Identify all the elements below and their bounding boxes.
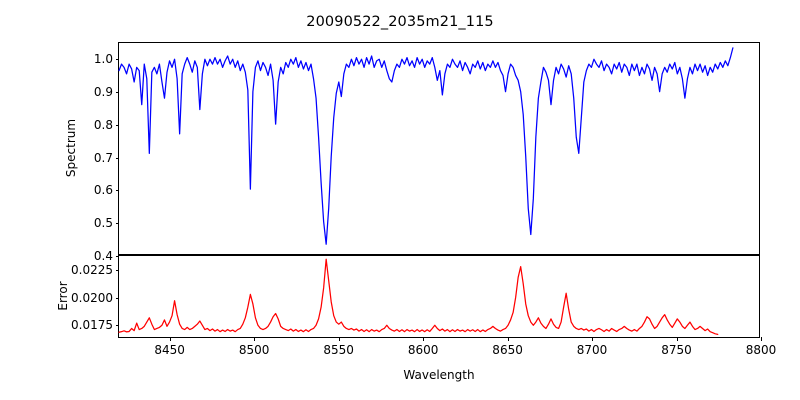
x-tick-label: 8750 <box>661 343 692 357</box>
y-tick-mark <box>115 59 119 61</box>
x-tick-mark <box>254 337 256 341</box>
y-tick-label: 0.0175 <box>71 317 113 332</box>
x-tick-label: 8500 <box>238 343 270 357</box>
error-data-line <box>119 259 718 334</box>
y-tick-label: 0.0200 <box>71 290 113 305</box>
y-tick-mark <box>115 297 119 299</box>
x-tick-label: 8800 <box>745 343 777 357</box>
x-tick-mark <box>338 337 340 341</box>
y-tick-label: 1.0 <box>93 52 113 67</box>
x-tick-mark <box>169 337 171 341</box>
y-tick-label: 0.4 <box>93 249 113 263</box>
y-tick-label: 0.6 <box>93 183 113 198</box>
x-tick-label: 8450 <box>154 343 185 357</box>
y-tick-mark <box>115 270 119 272</box>
x-tick-mark <box>423 337 425 341</box>
y-tick-mark <box>115 92 119 94</box>
spectrum-line-plot <box>119 43 759 254</box>
y-tick-mark <box>115 157 119 159</box>
x-axis-label: Wavelength <box>403 368 475 382</box>
spectrum-data-line <box>119 48 733 244</box>
x-tick-mark <box>676 337 678 341</box>
figure-title: 20090522_2035m21_115 <box>306 14 494 30</box>
x-tick-label: 8550 <box>323 343 354 357</box>
y-tick-label: 0.9 <box>93 85 113 100</box>
spectrum-y-axis-label: Spectrum <box>64 118 78 177</box>
error-line-plot <box>119 256 759 337</box>
spectrum-axes: Spectrum 1.0 0.9 0.8 0.7 0.6 0.5 0.4 <box>64 42 760 263</box>
y-tick-label: 0.7 <box>93 150 113 165</box>
error-y-axis-label: Error <box>56 280 70 311</box>
y-tick-mark <box>115 223 119 225</box>
y-tick-mark <box>115 256 119 257</box>
x-tick-mark <box>507 337 509 341</box>
y-tick-label: 0.8 <box>93 117 113 132</box>
y-tick-label: 0.5 <box>93 216 113 231</box>
y-tick-mark <box>115 324 119 326</box>
error-axes: Error 0.0225 0.0200 0.0175 8450 8500 8550 860… <box>56 255 776 357</box>
x-tick-label: 8600 <box>407 343 439 357</box>
y-tick-label: 0.0225 <box>71 263 113 278</box>
y-tick-mark <box>115 124 119 126</box>
x-tick-label: 8650 <box>492 343 523 357</box>
x-tick-mark <box>592 337 594 341</box>
x-tick-mark <box>761 337 762 341</box>
y-tick-mark <box>115 190 119 192</box>
x-tick-label: 8700 <box>576 343 608 357</box>
